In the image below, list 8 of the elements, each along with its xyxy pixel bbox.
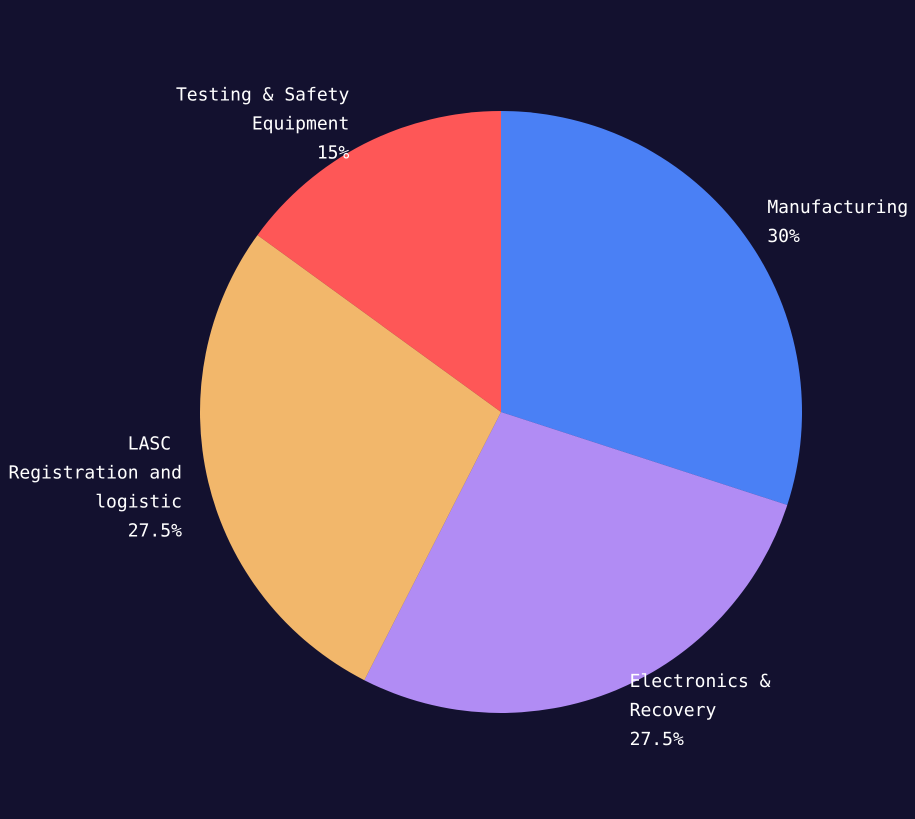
data-label: 27.5% — [128, 520, 182, 542]
data-label: 27.5% — [630, 728, 684, 750]
data-label: 15% — [316, 142, 350, 164]
slice-label: Electronics & Recovery — [630, 670, 782, 721]
slice-label: LASC Registration and logistic — [8, 433, 182, 512]
data-label: 30% — [767, 226, 800, 248]
slice-label: Manufacturing — [767, 197, 908, 218]
slice-label: Testing & Safety Equipment — [176, 84, 350, 135]
